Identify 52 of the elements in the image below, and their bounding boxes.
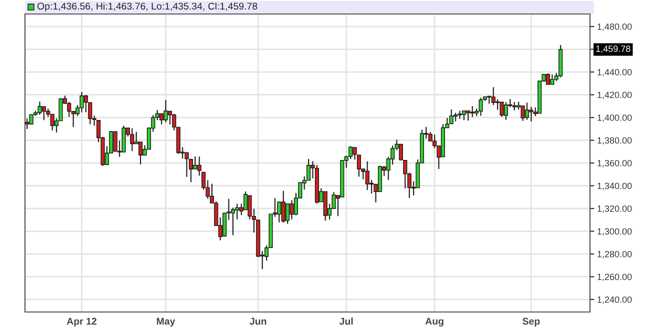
candlestick	[504, 102, 508, 120]
candlestick	[356, 154, 361, 178]
y-tick-label: 1,240.00	[598, 296, 632, 304]
candlestick	[365, 160, 370, 191]
x-tick-label: Jun	[250, 318, 266, 325]
candlestick	[164, 100, 168, 123]
y-tick-label: 1,480.00	[598, 23, 632, 31]
y-tick-label: 1,300.00	[598, 228, 632, 236]
candlestick	[458, 110, 462, 120]
text: 1,459.78	[596, 46, 630, 53]
y-tick-label: 1,340.00	[598, 182, 632, 190]
candlestick	[188, 158, 193, 183]
candlestick	[290, 200, 294, 220]
candlestick	[25, 118, 30, 130]
candlestick	[529, 106, 534, 122]
x-tick-label: Sep	[522, 318, 540, 327]
candlestick	[193, 156, 198, 170]
candlestick	[462, 110, 466, 121]
y-tick-label: 1,280.00	[598, 250, 632, 258]
x-tick-label: Apr 12	[66, 318, 96, 327]
candlestick	[50, 114, 54, 131]
x-tick-label: Jul	[339, 318, 353, 325]
text: Op:1,436.56, Hi:1,463.76, Lo:1,435.34, Cl:1,459.78	[37, 2, 258, 12]
candlestick	[38, 101, 42, 116]
y-tick-label: 1,380.00	[598, 137, 632, 145]
candlestick	[520, 105, 525, 122]
candlestick	[286, 203, 290, 224]
candlestick	[470, 106, 474, 118]
candlestick	[466, 110, 470, 122]
x-tick-label: May	[156, 318, 176, 327]
candlestick	[277, 201, 282, 223]
candlestick	[550, 74, 554, 85]
y-tick-label: 1,360.00	[598, 160, 632, 168]
candlestick	[478, 97, 483, 116]
candlestick	[449, 108, 454, 124]
candlestick	[500, 102, 504, 118]
candlestick	[524, 102, 530, 120]
candlestick	[80, 91, 84, 113]
y-tick-label: 1,260.00	[598, 274, 632, 282]
candlestick	[491, 86, 496, 106]
y-tick-label: 1,400.00	[598, 114, 632, 122]
candlestick	[29, 114, 34, 124]
candlestick	[138, 141, 143, 165]
y-tick-label: 1,420.00	[598, 92, 632, 100]
candlestick	[130, 128, 134, 152]
y-tick-label: 1,320.00	[598, 205, 632, 213]
x-tick-label: Aug	[425, 318, 444, 327]
candlestick	[159, 113, 164, 125]
y-tick-label: 1,440.00	[598, 68, 632, 76]
candlestick	[42, 106, 46, 121]
candlestick	[546, 72, 550, 85]
candlestick	[281, 190, 286, 224]
